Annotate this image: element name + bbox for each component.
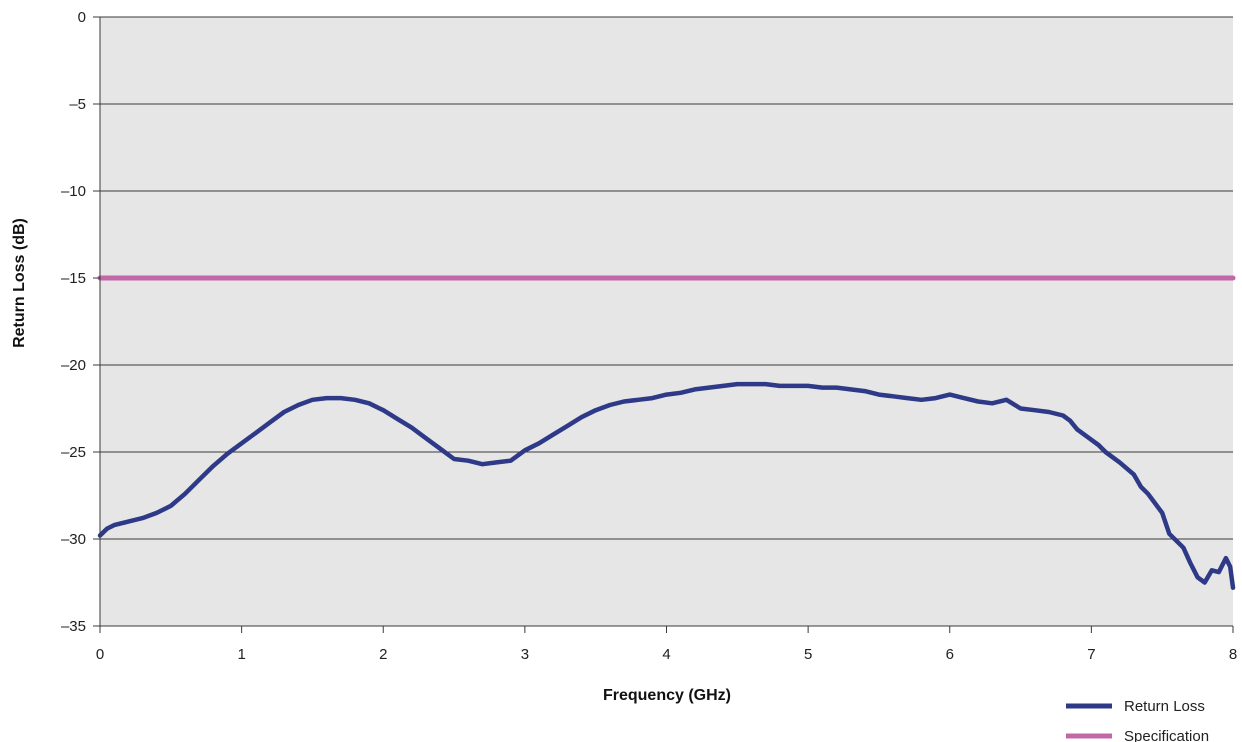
y-axis-title: Return Loss (dB) bbox=[11, 218, 28, 348]
x-tick-label: 0 bbox=[96, 646, 104, 663]
legend: Return Loss Specification bbox=[1066, 698, 1209, 742]
x-tick-label: 3 bbox=[521, 646, 529, 663]
y-tick-label: –30 bbox=[61, 531, 86, 548]
plot-area bbox=[100, 17, 1233, 626]
x-tick-label: 1 bbox=[237, 646, 245, 663]
y-tick-label: –5 bbox=[69, 96, 86, 113]
series-line-return-loss bbox=[97, 381, 1236, 590]
y-tick-label: –20 bbox=[61, 357, 86, 374]
y-tick-label: –10 bbox=[61, 183, 86, 200]
legend-label: Specification bbox=[1124, 728, 1209, 742]
y-tick-label: 0 bbox=[78, 9, 86, 26]
x-axis-title: Frequency (GHz) bbox=[603, 687, 731, 704]
x-tick-label: 7 bbox=[1087, 646, 1095, 663]
legend-label: Return Loss bbox=[1124, 698, 1205, 715]
x-tick-label: 8 bbox=[1229, 646, 1237, 663]
x-tick-label: 6 bbox=[946, 646, 954, 663]
x-tick-label: 4 bbox=[662, 646, 670, 663]
x-tick-label: 2 bbox=[379, 646, 387, 663]
x-tick-label: 5 bbox=[804, 646, 812, 663]
y-tick-label: –25 bbox=[61, 444, 86, 461]
y-tick-label: –15 bbox=[61, 270, 86, 287]
y-tick-label: –35 bbox=[61, 618, 86, 635]
